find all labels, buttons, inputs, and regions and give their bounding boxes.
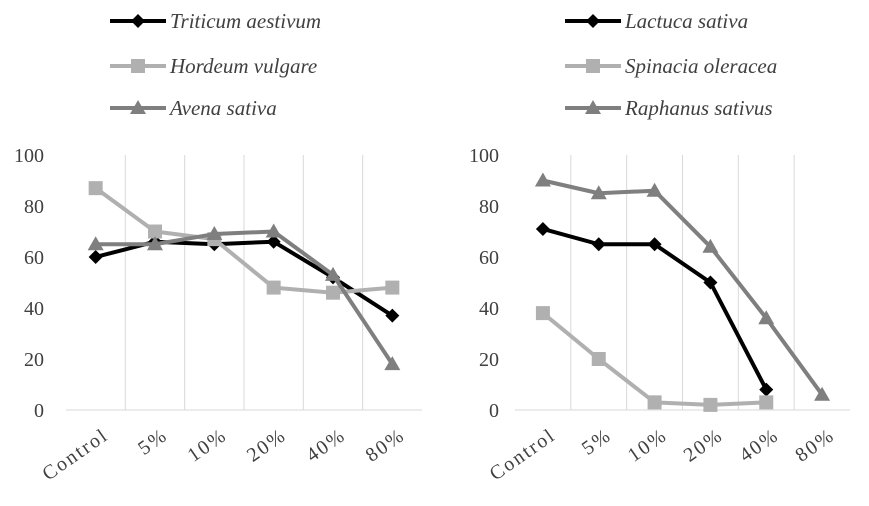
data-point <box>384 356 401 371</box>
x-tick-label: 20% <box>243 424 291 466</box>
x-tick-label: 40% <box>302 424 350 466</box>
data-point <box>647 395 662 410</box>
data-point <box>535 306 550 321</box>
legend-marker <box>131 14 145 28</box>
y-tick-label: 20 <box>479 349 499 371</box>
y-tick-label: 60 <box>479 247 499 269</box>
x-tick-label: 5% <box>578 424 616 460</box>
y-tick-label: 40 <box>479 298 499 320</box>
legend-label: Raphanus sativus <box>624 96 773 120</box>
x-tick-label: Control <box>38 424 112 485</box>
data-point <box>88 181 103 196</box>
data-point <box>88 250 103 264</box>
data-point <box>535 221 550 236</box>
legend-label: Hordeum vulgare <box>169 54 317 78</box>
data-point <box>385 308 400 323</box>
series-line <box>542 227 769 391</box>
data-point <box>326 285 340 300</box>
x-tick-label: Control <box>486 424 560 485</box>
data-point <box>703 275 718 290</box>
legend-label: Spinacia oleracea <box>625 54 777 78</box>
data-point <box>814 386 831 401</box>
legend-marker <box>585 100 601 114</box>
y-tick-label: 20 <box>24 349 44 371</box>
data-point <box>147 236 163 251</box>
legend-marker <box>131 59 145 73</box>
legend-marker <box>130 100 146 114</box>
data-point <box>325 266 341 281</box>
x-tick-label: 80% <box>362 424 410 466</box>
y-tick-label: 80 <box>24 196 44 218</box>
x-tick-label: 20% <box>680 424 728 466</box>
data-point <box>758 310 775 325</box>
data-point <box>703 397 718 412</box>
legend-label: Triticum aestivum <box>170 9 321 33</box>
x-tick-label: 10% <box>184 424 232 466</box>
data-point <box>759 395 774 410</box>
data-point <box>266 280 281 295</box>
x-tick-label: 5% <box>134 424 172 460</box>
y-tick-label: 100 <box>469 145 499 167</box>
data-point <box>87 236 104 251</box>
x-tick-label: 10% <box>624 424 672 466</box>
legend-label: Lactuca sativa <box>624 9 748 33</box>
data-point <box>702 238 719 253</box>
data-point <box>385 280 400 295</box>
y-tick-label: 40 <box>24 298 44 320</box>
data-point <box>534 172 551 187</box>
y-tick-label: 80 <box>479 196 499 218</box>
y-tick-label: 0 <box>489 400 499 422</box>
y-tick-label: 100 <box>14 145 44 167</box>
data-point <box>266 234 281 249</box>
y-tick-label: 0 <box>34 400 44 422</box>
data-point <box>590 185 607 200</box>
legend-label: Avena sativa <box>168 96 277 120</box>
right-chart: 0 20 40 60 80 100 Control 5% 10% 20% 40% 80% Lactuca… <box>469 9 850 485</box>
legend-marker <box>586 14 600 28</box>
x-tick-label: 40% <box>736 424 784 466</box>
y-tick-label: 60 <box>24 247 44 269</box>
data-point <box>647 237 662 252</box>
data-point <box>591 352 606 366</box>
series-line <box>95 229 394 366</box>
x-tick-label: 80% <box>791 424 839 466</box>
data-point <box>646 182 663 197</box>
series-line <box>542 178 824 396</box>
data-point <box>206 226 223 241</box>
data-point <box>265 223 282 238</box>
data-point <box>148 224 162 239</box>
left-chart: 0 20 40 60 80 100 Control 5% 10% 20% 40% 80% Triticu… <box>14 9 422 485</box>
data-point <box>591 237 606 252</box>
legend-marker <box>586 59 600 73</box>
data-point <box>759 382 774 397</box>
